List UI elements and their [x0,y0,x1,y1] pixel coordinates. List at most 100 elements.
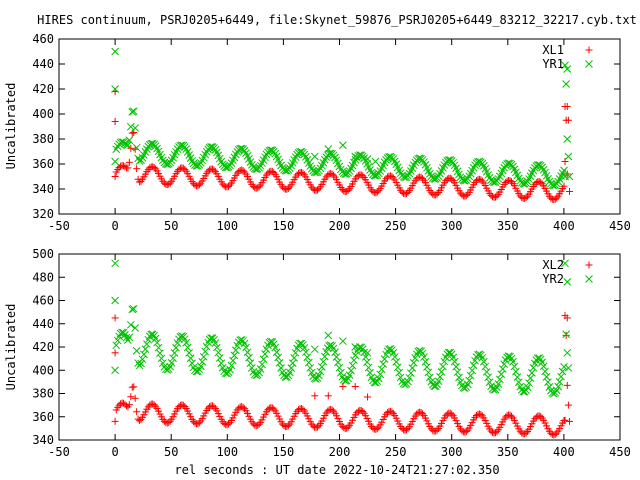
data-point [551,388,560,397]
data-point [374,374,383,383]
data-point [130,383,138,391]
data-point [475,175,483,183]
data-point [433,426,441,434]
data-point [547,429,555,437]
data-point [285,164,294,173]
data-point [564,364,573,372]
x-tick-label: 350 [497,445,519,459]
x-tick-label: 400 [553,445,575,459]
data-point [111,173,119,180]
data-point [433,190,441,198]
data-point [557,372,565,381]
x-tick-label: 450 [609,445,631,459]
data-point [243,348,252,357]
data-point [565,172,574,181]
ticks-top: -50 0 50 100 150 200 250 300 350 400 450 320 340 360 3… [32,32,631,233]
data-point [361,353,370,361]
data-point [285,368,294,377]
data-point [199,352,208,361]
data-point [405,373,414,382]
data-point [142,340,151,348]
data-point [525,379,533,387]
data-point [253,370,262,379]
data-point [239,167,247,175]
data-point [448,175,456,183]
data-point [220,420,228,428]
data-point [245,412,253,420]
data-point [481,362,490,371]
data-point [176,141,185,150]
data-point [562,80,570,88]
data-point [563,314,571,322]
data-point [221,163,230,172]
data-point [137,359,145,368]
data-point [339,383,347,391]
data-point [308,183,316,191]
data-point [440,357,449,366]
data-point [324,407,332,415]
data-point [417,173,425,181]
data-point [561,416,569,424]
data-point [393,363,402,372]
data-point [359,172,367,180]
y-tick-label: 400 [32,363,54,377]
data-point [374,169,383,178]
y-tick-label: 440 [32,57,54,71]
data-point [481,417,489,425]
data-point [122,141,131,149]
data-point [272,348,281,357]
data-point [315,166,323,175]
data-point [112,341,121,350]
data-point [371,157,380,166]
x-tick-label: 100 [216,445,238,459]
data-point [131,394,139,402]
data-point [449,353,458,362]
data-point [125,333,134,342]
data-point [122,402,130,410]
data-point [564,116,572,124]
y-tick-label: 320 [32,207,54,221]
data-point [198,358,207,366]
data-point [423,363,431,371]
data-point [242,343,250,352]
data-point [182,338,191,347]
data-point [462,427,470,435]
data-point [127,393,135,401]
data-point [332,353,341,361]
data-point [363,348,372,357]
data-point [125,136,134,145]
data-point [111,118,119,125]
data-point [310,152,319,161]
x-tick-label: 150 [273,445,295,459]
data-point [331,348,339,357]
data-point [388,173,396,181]
x-tick-label: 50 [164,219,178,233]
data-point [465,376,474,385]
data-point [436,373,444,381]
y-axis-label-bottom: Uncalibrated [4,304,18,391]
data-point [126,122,135,131]
data-point [533,161,542,169]
data-point [483,419,491,427]
data-point [111,296,119,305]
data-point [183,343,192,352]
data-point [125,158,133,166]
data-point [495,375,504,384]
data-point [111,157,119,166]
data-point [185,410,193,418]
data-point [344,423,352,431]
data-point [395,368,404,377]
data-point [538,163,546,172]
data-point [288,359,297,367]
data-point [129,304,138,313]
data-point [482,368,491,376]
data-point [284,184,292,192]
data-point [421,357,430,366]
data-point [363,358,371,366]
data-point [111,259,119,268]
data-point [562,331,570,339]
data-point [147,139,156,148]
data-point [512,367,520,376]
data-point [363,155,372,163]
